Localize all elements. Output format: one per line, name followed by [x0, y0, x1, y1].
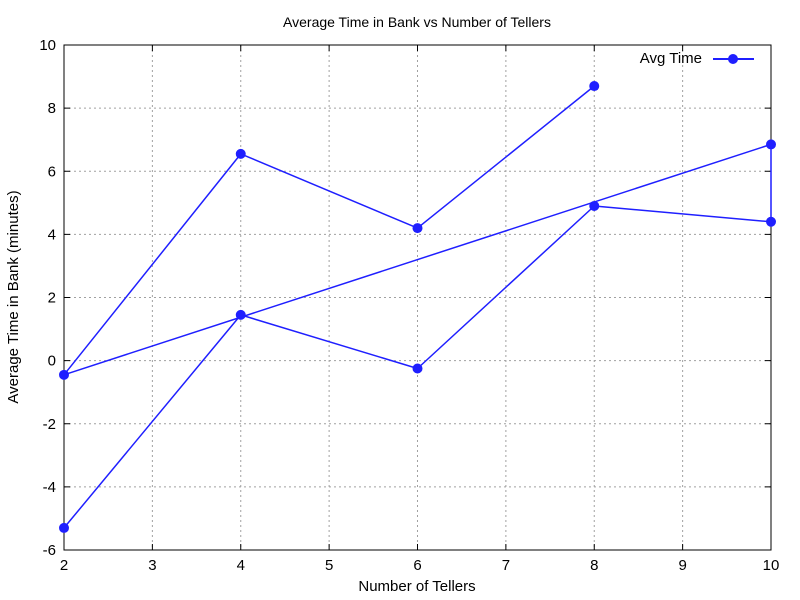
y-tick-label: 10: [39, 37, 56, 54]
chart-title: Average Time in Bank vs Number of Teller…: [283, 14, 551, 30]
series-line: [63, 85, 772, 529]
data-point: [412, 223, 423, 234]
y-tick-label: -4: [43, 479, 56, 496]
legend-marker: [728, 54, 738, 64]
legend: Avg Time: [640, 50, 754, 67]
x-tick-label: 5: [325, 557, 333, 574]
data-point: [589, 81, 600, 92]
x-tick-label: 7: [502, 557, 510, 574]
y-tick-label: 6: [48, 163, 56, 180]
x-axis-label: Number of Tellers: [358, 578, 475, 595]
y-tick-label: 2: [48, 290, 56, 307]
data-point: [589, 200, 600, 211]
data-point: [766, 216, 776, 227]
y-axis-label: Average Time in Bank (minutes): [5, 190, 22, 403]
data-point: [235, 309, 246, 320]
data-point: [412, 363, 423, 374]
grid: [64, 45, 771, 550]
axis-tick-labels: 2 3 4 5 6 7 8 9 10 -6 -4 -2 0 2 4 6 8 10: [39, 37, 779, 574]
y-tick-label: 8: [48, 100, 56, 117]
x-tick-label: 6: [413, 557, 421, 574]
x-tick-label: 10: [763, 557, 780, 574]
y-tick-label: 0: [48, 353, 56, 370]
x-tick-label: 2: [60, 557, 68, 574]
x-tick-label: 9: [678, 557, 686, 574]
y-tick-label: -6: [43, 542, 56, 559]
legend-label: Avg Time: [640, 50, 702, 67]
x-tick-label: 8: [590, 557, 598, 574]
data-point: [235, 148, 246, 159]
y-tick-label: 4: [48, 226, 56, 243]
y-tick-label: -2: [43, 416, 56, 433]
series-layer: [59, 81, 776, 533]
data-point: [59, 369, 69, 380]
axis-ticks: [63, 44, 772, 551]
data-point: [59, 522, 69, 533]
data-point: [766, 139, 776, 150]
x-tick-label: 4: [237, 557, 245, 574]
x-tick-label: 3: [148, 557, 156, 574]
